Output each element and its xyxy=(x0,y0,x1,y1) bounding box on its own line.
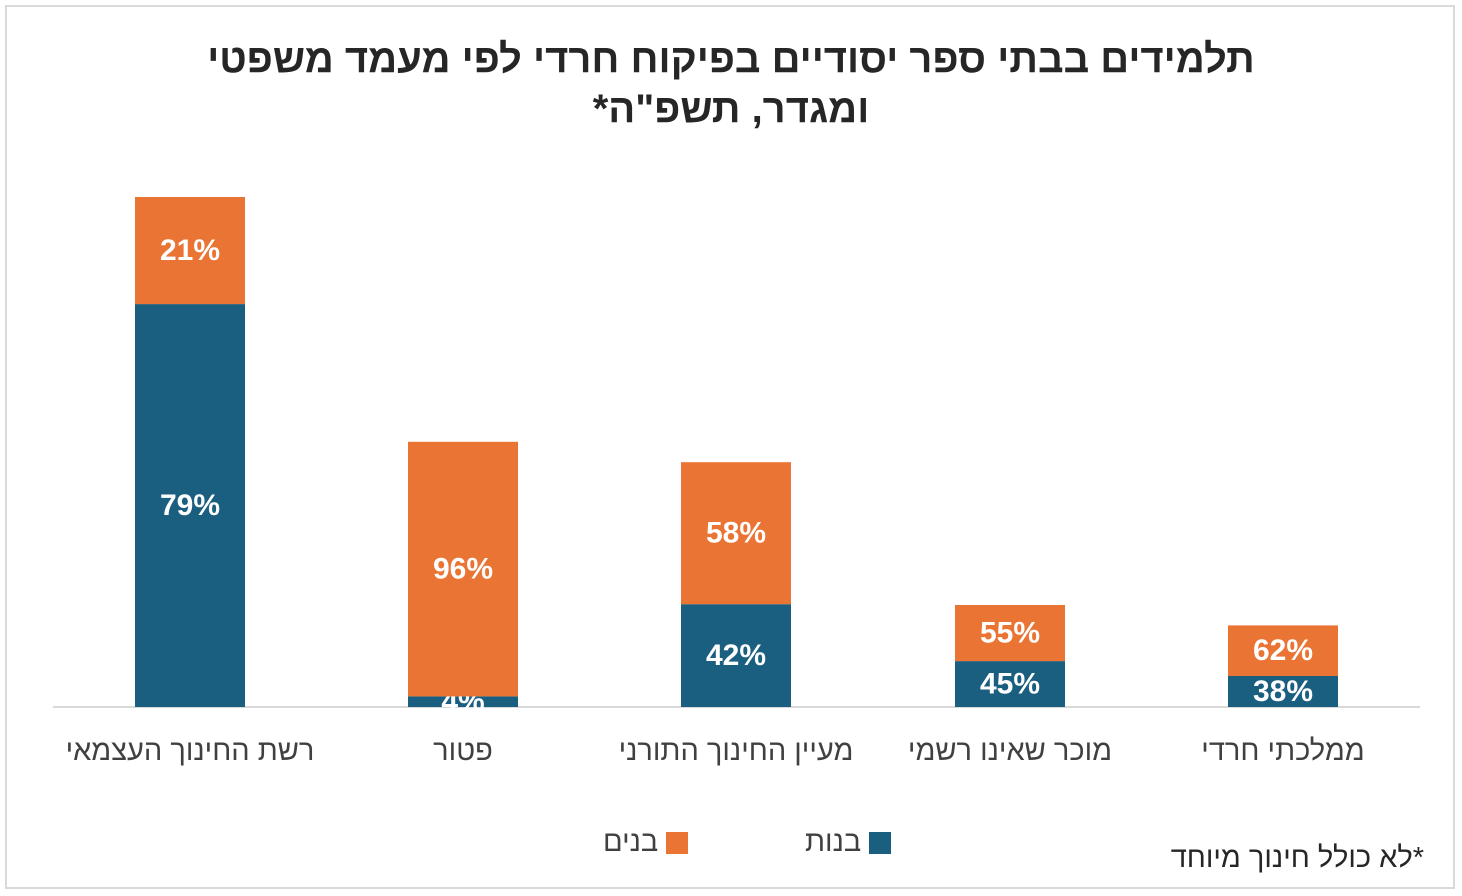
data-label-girls-state-haredi: 38% xyxy=(1253,675,1313,708)
bar-girls-exempt xyxy=(408,696,518,707)
data-label-boys-maayan: 58% xyxy=(706,517,766,550)
bar-girls-maayan xyxy=(681,604,791,707)
chart-frame xyxy=(5,5,1455,889)
legend-label-boys: בנים xyxy=(603,826,659,858)
legend-swatch-girls xyxy=(869,831,892,854)
footnote: *לא כולל חינוך מיוחד xyxy=(1170,842,1424,874)
bar-boys-state-haredi xyxy=(1228,625,1338,676)
legend-item-boys: בנים xyxy=(603,826,689,859)
category-label-recognized-unofficial: מוכר שאינו רשמי xyxy=(908,735,1112,767)
data-label-girls-maayan: 42% xyxy=(706,639,766,672)
category-label-independent-network: רשת החינוך העצמאי xyxy=(66,735,315,767)
legend-swatch-boys xyxy=(666,831,689,854)
data-label-boys-independent-network: 21% xyxy=(160,234,220,267)
chart-legend: בנים בנות xyxy=(0,826,1462,866)
category-label-state-haredi: ממלכתי חרדי xyxy=(1201,735,1364,767)
bar-boys-independent-network xyxy=(135,197,245,305)
chart-title-line-2: ומגדר, תשפ"ה* xyxy=(592,87,870,131)
chart-title-line-1: תלמידים בבתי ספר יסודיים בפיקוח חרדי לפי… xyxy=(207,37,1255,81)
data-label-girls-independent-network: 79% xyxy=(160,489,220,522)
legend-item-girls: בנות xyxy=(805,826,892,859)
legend-label-girls: בנות xyxy=(805,826,862,858)
bar-girls-recognized-unofficial xyxy=(955,661,1065,707)
data-label-boys-exempt: 96% xyxy=(433,553,493,586)
data-label-boys-recognized-unofficial: 55% xyxy=(980,617,1040,650)
data-label-boys-state-haredi: 62% xyxy=(1253,634,1313,667)
category-label-maayan: מעיין החינוך התורני xyxy=(619,735,854,767)
bar-girls-independent-network xyxy=(135,304,245,707)
bar-girls-state-haredi xyxy=(1228,675,1338,707)
category-label-exempt: פטור xyxy=(433,735,493,767)
data-label-girls-recognized-unofficial: 45% xyxy=(980,668,1040,701)
bar-boys-recognized-unofficial xyxy=(955,605,1065,662)
chart-title: תלמידים בבתי ספר יסודיים בפיקוח חרדי לפי… xyxy=(0,34,1462,134)
bar-boys-maayan xyxy=(681,462,791,605)
bar-boys-exempt xyxy=(408,441,518,697)
